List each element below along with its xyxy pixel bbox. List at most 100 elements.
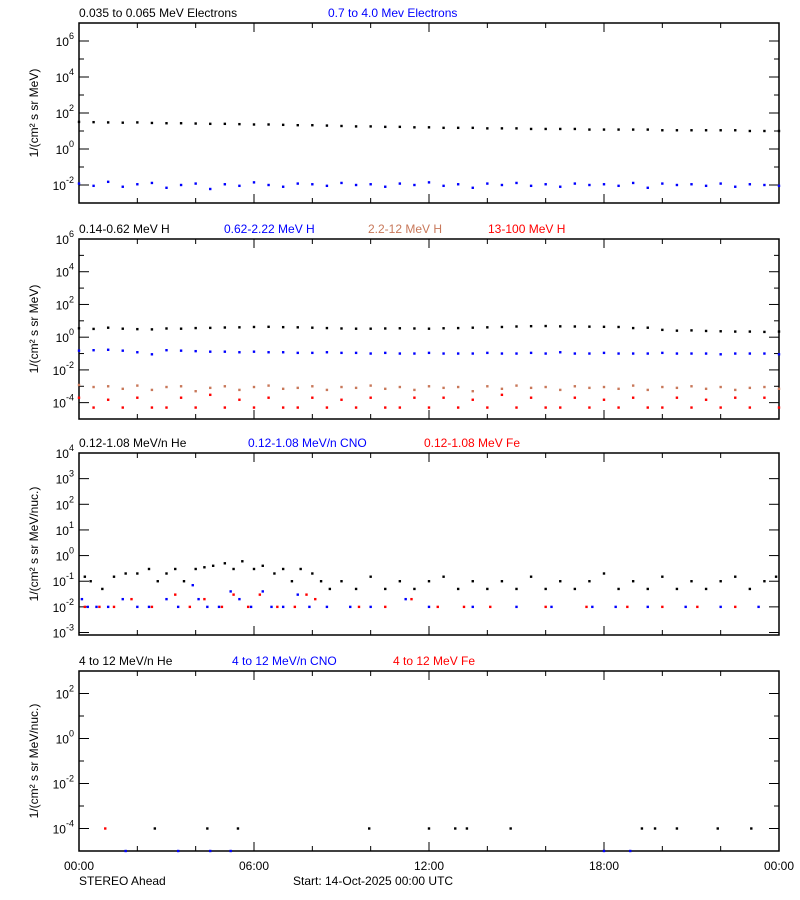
data-point (573, 127, 577, 131)
series-4 (77, 393, 781, 409)
data-point (617, 387, 620, 391)
data-point (486, 182, 489, 185)
data-point (136, 121, 139, 124)
data-point (690, 329, 693, 332)
y-tick-label: 106 (56, 31, 74, 49)
data-point (232, 567, 235, 571)
data-point (515, 325, 518, 328)
data-point (456, 126, 460, 130)
data-point (486, 127, 489, 130)
data-point (427, 327, 431, 330)
data-point (465, 827, 469, 830)
data-point (384, 605, 387, 609)
data-point (368, 827, 371, 830)
data-point (209, 393, 212, 397)
data-point (354, 406, 358, 409)
data-point (427, 605, 431, 609)
data-point (410, 597, 413, 601)
data-point (325, 605, 329, 609)
data-point (690, 183, 693, 186)
y-tick-label: 104 (56, 262, 74, 280)
data-point (763, 330, 766, 334)
y-tick-label-exponent: 6 (69, 31, 74, 41)
data-point (573, 587, 577, 591)
data-point (719, 580, 722, 583)
data-point (529, 184, 533, 188)
data-point (209, 849, 212, 853)
data-point (573, 352, 577, 355)
data-point (150, 388, 154, 392)
data-point (559, 185, 562, 188)
data-point (340, 398, 343, 401)
y-tick-label: 100 (56, 729, 74, 747)
y-tick-label-exponent: -2 (66, 774, 74, 784)
data-point (500, 580, 504, 583)
data-point (398, 327, 402, 330)
y-tick-label-exponent: -2 (66, 360, 74, 370)
data-point (777, 387, 781, 391)
data-point (413, 126, 416, 129)
data-point (427, 580, 431, 583)
data-point (573, 385, 577, 388)
data-point (194, 406, 197, 409)
data-point (147, 605, 151, 609)
data-point (734, 352, 737, 355)
data-point (617, 352, 620, 355)
data-point (165, 327, 168, 330)
legend-entry: 0.12-1.08 MeV/n He (79, 436, 187, 450)
data-point (629, 849, 632, 853)
data-point (515, 352, 518, 355)
data-point (734, 575, 737, 578)
data-point (179, 385, 183, 388)
data-point (165, 597, 168, 601)
data-point (354, 587, 358, 591)
data-point (486, 406, 489, 409)
data-point (777, 406, 781, 409)
data-point (515, 127, 518, 130)
y-tick-label-base: 10 (56, 71, 70, 85)
data-point (179, 396, 183, 399)
data-point (573, 182, 577, 185)
y-tick-label-exponent: 4 (69, 262, 74, 272)
data-point (398, 352, 402, 355)
data-point (588, 386, 591, 390)
data-point (165, 406, 168, 409)
y-tick-label-exponent: 0 (69, 139, 74, 149)
data-point (340, 351, 343, 355)
data-point (77, 383, 81, 387)
series-2 (77, 348, 781, 356)
data-point (174, 593, 177, 596)
data-point (319, 580, 323, 583)
data-point (150, 181, 154, 185)
data-point (500, 183, 504, 187)
data-point (734, 605, 737, 609)
data-point (617, 184, 620, 188)
data-point (296, 593, 299, 596)
data-point (675, 386, 679, 390)
data-point (442, 126, 445, 130)
data-point (588, 406, 591, 409)
data-point (442, 327, 445, 330)
data-point (80, 597, 84, 601)
data-point (77, 349, 81, 352)
data-point (188, 605, 192, 609)
y-tick-label-base: 10 (56, 266, 70, 280)
data-point (427, 181, 431, 184)
data-point (704, 329, 708, 333)
legend-entry: 13-100 MeV H (488, 222, 565, 236)
y-tick-label-base: 10 (56, 233, 70, 247)
data-point (734, 330, 737, 333)
data-point (121, 121, 124, 124)
data-point (509, 827, 512, 830)
data-point (238, 122, 241, 126)
y-tick-label: 10-4 (53, 819, 74, 837)
data-point (544, 605, 547, 609)
data-point (209, 122, 212, 126)
data-point (442, 396, 445, 399)
data-point (763, 183, 766, 187)
data-point (602, 572, 606, 575)
data-point (194, 182, 197, 185)
data-point (500, 325, 504, 329)
data-point (719, 129, 722, 132)
y-tick-label-base: 10 (53, 601, 67, 615)
